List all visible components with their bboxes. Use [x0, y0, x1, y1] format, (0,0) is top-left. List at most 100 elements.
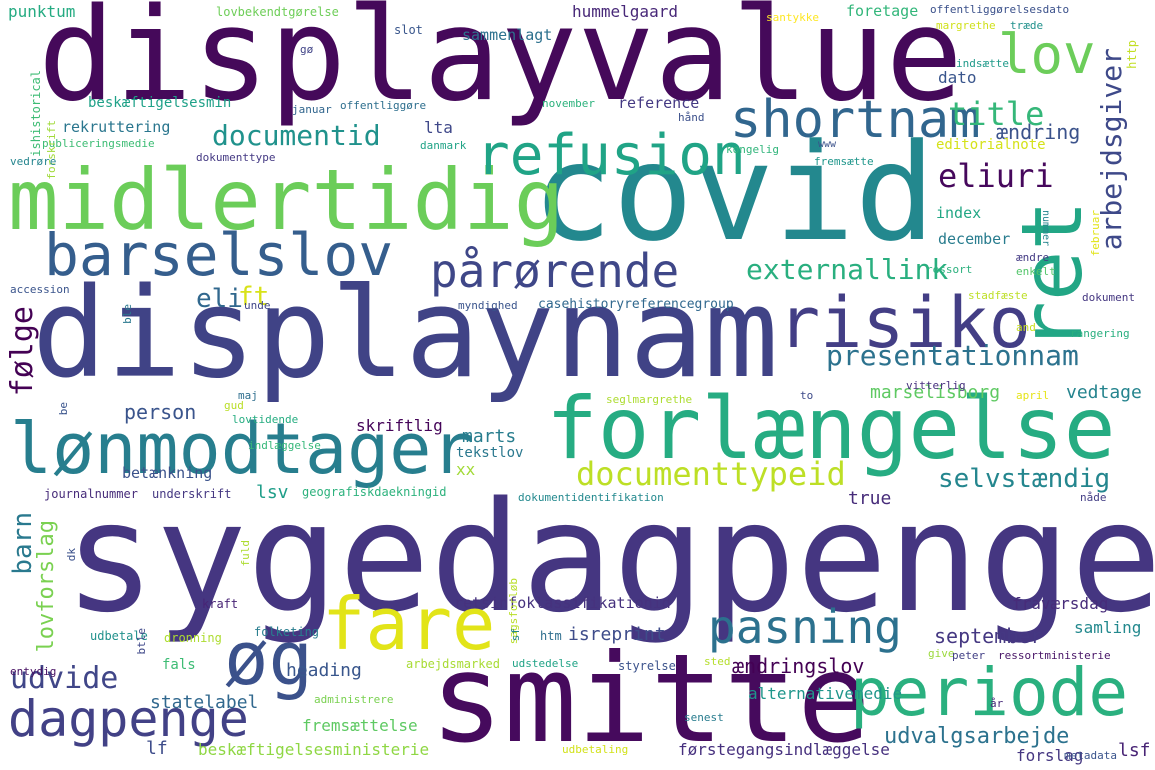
word-danmark: danmark: [420, 139, 467, 152]
word-alternativemedie: alternativemedie: [748, 684, 903, 703]
word-senest: senest: [684, 711, 724, 724]
word-vedrore: vedrøre: [10, 155, 57, 168]
word-casehistoryreferencegroup: casehistoryreferencegroup: [538, 297, 734, 312]
word-enkelt: enkelt: [1016, 265, 1056, 278]
word-stadfaeste: stadfæste: [968, 289, 1028, 302]
word-pasning: pasning: [708, 600, 902, 654]
word-slot: slot: [394, 23, 423, 37]
word-beskaeftigelsesministerie: beskæftigelsesministerie: [198, 740, 430, 759]
word-reference: reference: [618, 94, 700, 112]
word-entydig: entydig: [10, 665, 57, 678]
word-aendre: ændre: [1016, 251, 1050, 264]
word-maj: maj: [238, 389, 258, 402]
word-ressort: ressort: [926, 263, 973, 276]
word-offentliggore: offentliggøre: [340, 99, 427, 112]
word-vedtage: vedtage: [1066, 382, 1142, 403]
word-betaenkning: betænkning: [122, 464, 213, 482]
word-folge: følge: [5, 306, 40, 397]
word-underskrift: underskrift: [152, 487, 232, 501]
word-sygedagpenge: sygedagpenge: [64, 469, 1155, 646]
word-dato: dato: [938, 68, 977, 87]
word-seglmargrethe: seglmargrethe: [606, 393, 693, 406]
word-periode: periode: [850, 654, 1129, 731]
word-aendringslov: ændringslov: [732, 654, 865, 678]
word-covid: covid: [532, 115, 936, 271]
word-september: september: [934, 624, 1043, 648]
word-lovtidende: lovtidende: [232, 413, 299, 426]
word-isreprint: isreprint: [568, 624, 666, 645]
word-metadata: metadata: [1064, 749, 1117, 762]
word-fremsaettelse: fremsættelse: [302, 716, 418, 735]
word-title: title: [948, 95, 1045, 133]
word-btle: btle: [135, 628, 148, 655]
word-udstedelse: udstedelse: [512, 657, 579, 670]
word-selvstaendig: selvstændig: [938, 464, 1111, 494]
word-gud: gud: [224, 399, 244, 412]
word-fals: fals: [162, 657, 196, 673]
word-marts: marts: [462, 426, 517, 447]
word-shortnam: shortnam: [730, 90, 981, 150]
word-publiceringsmedie: publiceringsmedie: [42, 137, 155, 150]
word-heading: heading: [286, 660, 362, 681]
word-go: gø: [300, 43, 314, 56]
word-parorende: pårørende: [430, 244, 680, 298]
word-lovforslag: lovforslag: [34, 520, 59, 653]
word-forskrift: forskrift: [45, 120, 58, 180]
word-give: give: [928, 647, 955, 660]
word-fravaersdag: fraværsdag: [1012, 594, 1109, 613]
word-dronning: dronning: [164, 631, 222, 645]
word-sammenlagt: sammenlagt: [462, 26, 553, 44]
word-vitterlig: vitterlig: [906, 379, 966, 392]
word-offentliggorelsesdato: offentliggørelsesdato: [930, 3, 1070, 16]
word-arbejdsgiver: arbejdsgiver: [1095, 48, 1128, 251]
word-arbejdsmarked: arbejdsmarked: [406, 657, 500, 671]
word-januar: januar: [292, 103, 332, 116]
word-skriftlig: skriftlig: [356, 416, 443, 435]
word-accession: accession: [10, 283, 70, 296]
word-xx: xx: [456, 460, 476, 479]
word-htm: htm: [540, 629, 562, 643]
word-unde: unde: [244, 299, 271, 312]
word-myndighed: myndighed: [458, 299, 518, 312]
word-index: index: [936, 204, 982, 222]
word-to: to: [800, 389, 814, 402]
word-udbetale: udbetale: [90, 629, 148, 643]
word-dk: dk: [65, 548, 78, 562]
word-dagpenge: dagpenge: [8, 690, 249, 748]
word-displayvalue: displayvalue: [38, 0, 963, 130]
word-refusion: refusion: [476, 123, 746, 188]
word-fare: fare: [322, 582, 496, 666]
word-folketing: folketing: [254, 625, 320, 639]
word-retsinfoklassifikationid: retsinfoklassifikationid: [454, 594, 671, 612]
word-midlertidig: midlertidig: [8, 151, 565, 249]
word-forslag: forslag: [1016, 746, 1084, 765]
word-rekruttering: rekruttering: [62, 118, 171, 136]
word-udvide: udvide: [10, 661, 119, 696]
word-smitte: smitte: [430, 628, 871, 770]
word-lsf: lsf: [1118, 740, 1151, 761]
word-styrelse: styrelse: [618, 659, 676, 673]
word-person: person: [124, 400, 197, 424]
word-geografiskdaekningid: geografiskdaekningid: [302, 485, 447, 499]
word-tekstlov: tekstlov: [456, 445, 524, 461]
word-hummelgaard: hummelgaard: [572, 2, 678, 21]
word-og: øg: [224, 616, 314, 702]
word-dokumentidentifikation: dokumentidentifikation: [518, 491, 664, 504]
word-ble: ble: [121, 304, 134, 324]
word-statelabel: statelabel: [150, 692, 259, 713]
word-samling: samling: [1074, 618, 1142, 637]
word-displaynam: displaynam: [32, 262, 779, 406]
word-margrethe: margrethe: [936, 19, 996, 32]
word-barn: barn: [8, 512, 38, 575]
word-presentationnam: presentationnam: [826, 339, 1079, 372]
word-indsaette: indsætte: [956, 57, 1009, 70]
word-lf: lf: [146, 738, 168, 759]
word-ft: ft: [238, 282, 270, 312]
word-beskaeftigelsesmin: beskæftigelsesmin: [88, 95, 232, 111]
word-lonmodtager: lønmodtager: [10, 408, 474, 490]
word-documentid: documentid: [212, 119, 381, 152]
word-dokument: dokument: [1082, 291, 1135, 304]
word-documenttypeid: documenttypeid: [576, 455, 846, 493]
word-nummer: nummer: [1040, 210, 1051, 247]
word-lov: lov: [998, 23, 1096, 86]
